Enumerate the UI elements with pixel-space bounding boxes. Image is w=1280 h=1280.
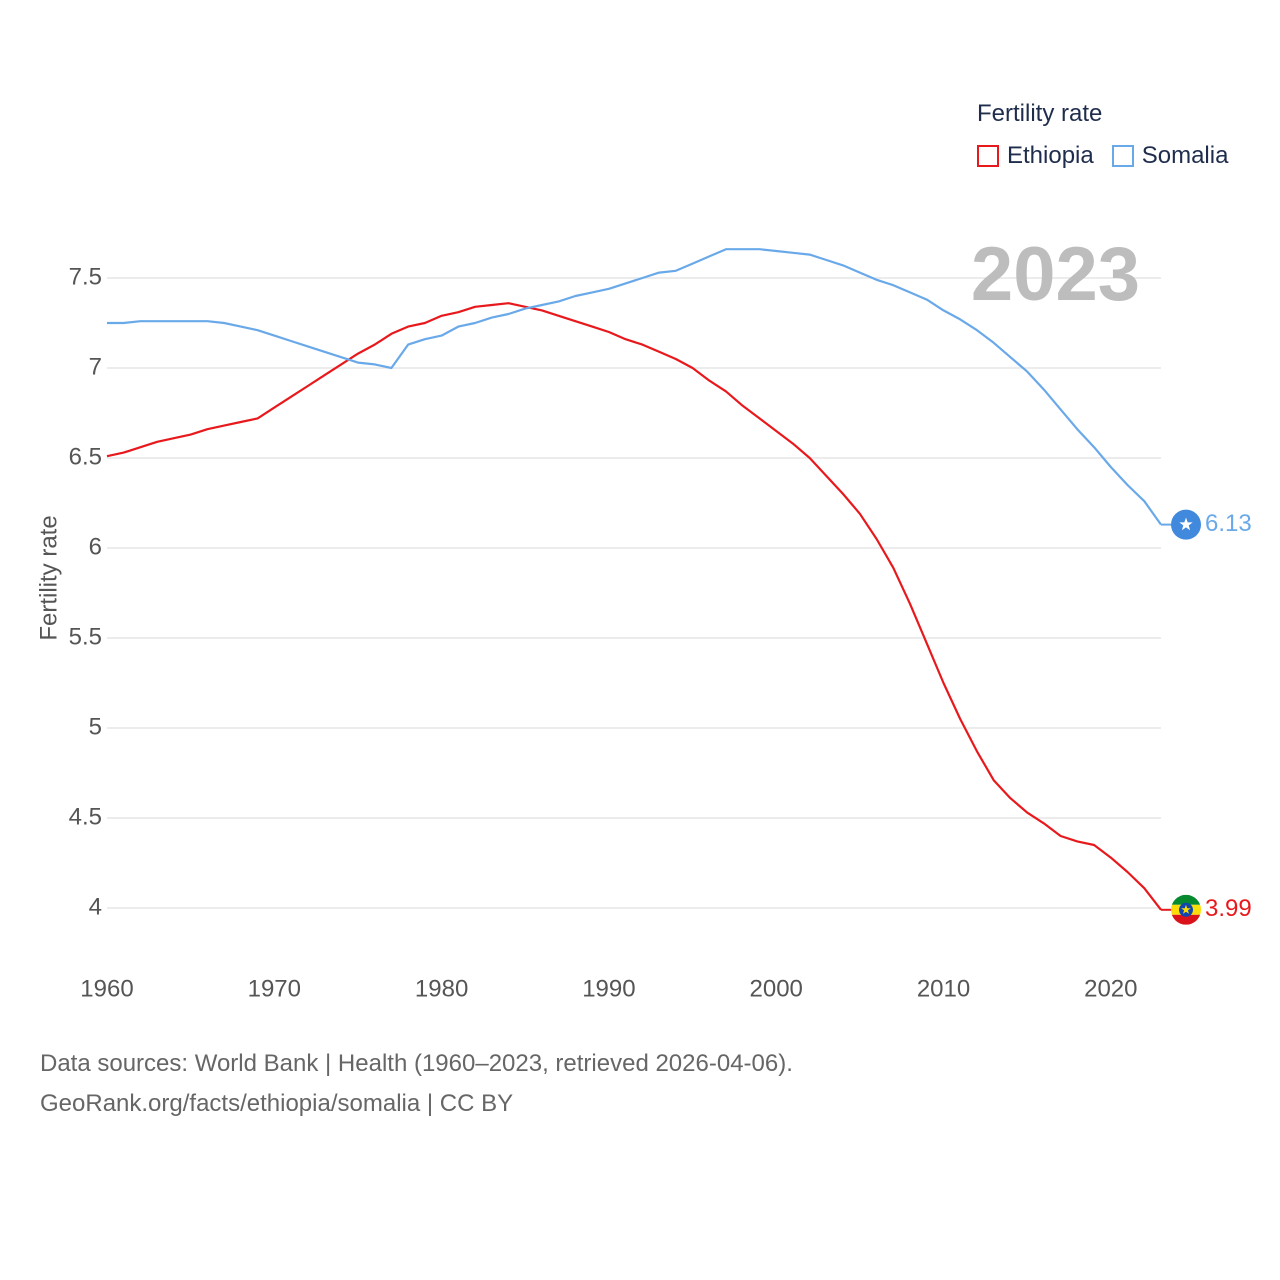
ethiopia-flag-icon <box>1171 894 1201 925</box>
series-lines <box>106 248 1172 911</box>
y-tick-label: 6.5 <box>69 443 102 470</box>
y-tick-label: 4 <box>89 893 102 920</box>
x-tick-label: 2020 <box>1084 975 1137 1002</box>
y-tick-label: 5.5 <box>69 623 102 650</box>
y-axis-label: Fertility rate <box>35 515 62 640</box>
legend-item-ethiopia[interactable]: Ethiopia <box>977 142 1094 170</box>
x-tick-label: 1990 <box>582 975 635 1002</box>
legend: Ethiopia Somalia <box>977 142 1246 170</box>
legend-label-somalia: Somalia <box>1141 142 1229 169</box>
x-tick-label: 2000 <box>750 975 803 1002</box>
somalia-flag-icon <box>1171 509 1201 540</box>
grid-lines <box>107 277 1161 909</box>
legend-swatch-somalia <box>1111 145 1134 167</box>
y-axis-ticks: 4 4.5 5 5.5 6 6.5 7 7.5 <box>69 263 102 920</box>
y-tick-label: 7.5 <box>69 263 102 290</box>
y-tick-label: 4.5 <box>69 803 102 830</box>
legend-swatch-ethiopia <box>977 145 999 167</box>
footer-sources: Data sources: World Bank | Health (1960–… <box>40 1050 793 1077</box>
end-value-ethiopia: 3.99 <box>1205 895 1252 922</box>
y-tick-label: 5 <box>89 713 102 740</box>
year-overlay: 2023 <box>971 232 1140 317</box>
series-line-somalia[interactable] <box>107 248 1162 526</box>
x-axis-ticks: 1960 1970 1980 1990 2000 2010 2020 <box>80 975 1137 1002</box>
x-tick-label: 1970 <box>248 975 301 1002</box>
legend-title: Fertility rate <box>977 100 1103 127</box>
end-value-somalia: 6.13 <box>1205 510 1252 537</box>
x-tick-label: 2010 <box>917 975 970 1002</box>
series-line-ethiopia[interactable] <box>106 302 1162 911</box>
legend-item-somalia[interactable]: Somalia <box>1111 142 1229 170</box>
line-chart: 4 4.5 5 5.5 6 6.5 7 7.5 1960 1970 1980 1990 2000 201… <box>35 232 1252 1002</box>
legend-label-ethiopia: Ethiopia <box>1007 142 1094 169</box>
x-tick-label: 1960 <box>80 975 133 1002</box>
y-tick-label: 7 <box>89 353 102 380</box>
footer: Data sources: World Bank | Health (1960–… <box>40 1044 793 1124</box>
y-tick-label: 6 <box>89 533 102 560</box>
x-tick-label: 1980 <box>415 975 468 1002</box>
footer-link[interactable]: GeoRank.org/facts/ethiopia/somalia | CC … <box>40 1090 514 1117</box>
